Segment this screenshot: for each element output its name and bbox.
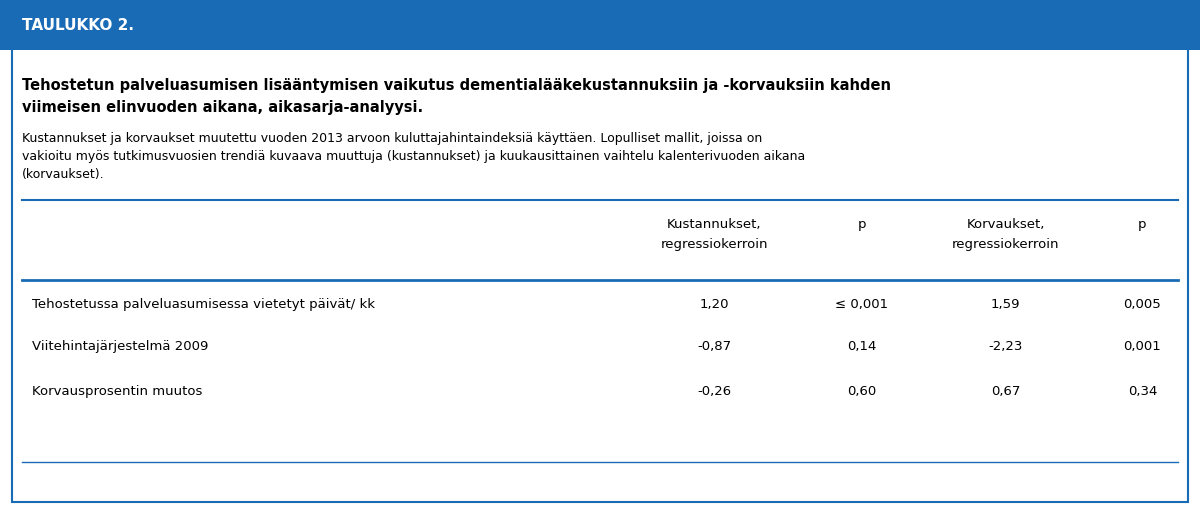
Text: Kustannukset ja korvaukset muutettu vuoden 2013 arvoon kuluttajahintaindeksiä kä: Kustannukset ja korvaukset muutettu vuod… <box>22 132 762 145</box>
Text: 1,20: 1,20 <box>700 298 728 311</box>
Text: -0,26: -0,26 <box>697 385 731 398</box>
Text: regressiokerroin: regressiokerroin <box>660 238 768 251</box>
Text: TAULUKKO 2.: TAULUKKO 2. <box>22 18 133 32</box>
Text: Korvaukset,: Korvaukset, <box>966 218 1045 231</box>
Text: 0,67: 0,67 <box>991 385 1020 398</box>
Text: 0,005: 0,005 <box>1123 298 1162 311</box>
Text: viimeisen elinvuoden aikana, aikasarja-analyysi.: viimeisen elinvuoden aikana, aikasarja-a… <box>22 100 422 115</box>
Text: 0,14: 0,14 <box>847 340 876 353</box>
Text: 0,34: 0,34 <box>1128 385 1157 398</box>
Bar <box>0 0 1200 50</box>
Text: Tehostetussa palveluasumisessa vietetyt päivät/ kk: Tehostetussa palveluasumisessa vietetyt … <box>32 298 376 311</box>
Text: 0,60: 0,60 <box>847 385 876 398</box>
Text: vakioitu myös tutkimusvuosien trendiä kuvaava muuttuja (kustannukset) ja kuukaus: vakioitu myös tutkimusvuosien trendiä ku… <box>22 150 805 163</box>
Text: Viitehintajärjestelmä 2009: Viitehintajärjestelmä 2009 <box>32 340 209 353</box>
Text: Kustannukset,: Kustannukset, <box>667 218 761 231</box>
Text: 1,59: 1,59 <box>991 298 1020 311</box>
Text: p: p <box>857 218 866 231</box>
Text: ≤ 0,001: ≤ 0,001 <box>835 298 888 311</box>
Text: Tehostetun palveluasumisen lisääntymisen vaikutus dementialääkekustannuksiin ja : Tehostetun palveluasumisen lisääntymisen… <box>22 78 890 93</box>
Text: Korvausprosentin muutos: Korvausprosentin muutos <box>32 385 203 398</box>
Text: regressiokerroin: regressiokerroin <box>952 238 1060 251</box>
Text: -0,87: -0,87 <box>697 340 731 353</box>
Text: p: p <box>1138 218 1147 231</box>
Text: (korvaukset).: (korvaukset). <box>22 168 104 181</box>
Text: 0,001: 0,001 <box>1123 340 1162 353</box>
Text: -2,23: -2,23 <box>989 340 1022 353</box>
